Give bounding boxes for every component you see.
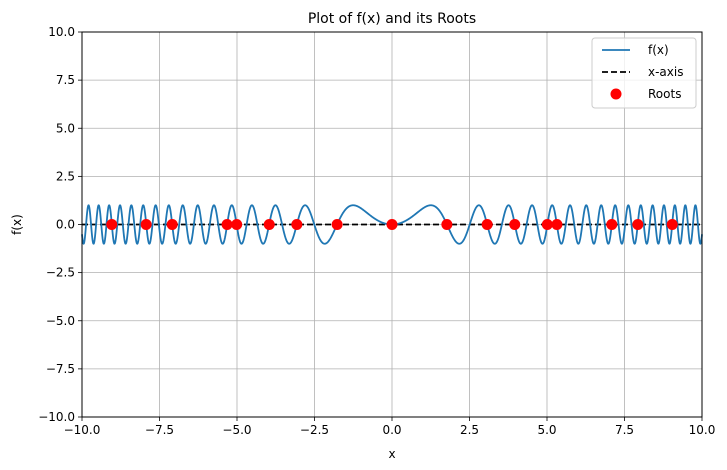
legend-label-curve: f(x) [648,43,669,57]
root-point [231,219,243,230]
x-tick-label: −2.5 [300,423,329,437]
legend-label-roots: Roots [648,87,681,101]
root-point [331,219,343,230]
root-point [441,219,453,230]
x-tick-label: 5.0 [537,423,556,437]
y-tick-label: −5.0 [46,314,75,328]
root-point [481,219,493,230]
y-axis-label: f(x) [10,214,24,235]
root-point [632,219,644,230]
y-tick-label: 10.0 [48,25,75,39]
y-tick-label: 2.5 [56,169,75,183]
x-tick-label: 0.0 [382,423,401,437]
chart-title: Plot of f(x) and its Roots [308,11,476,27]
root-point [509,219,521,230]
y-ticks: −10.0 −7.5 −5.0 −2.5 0.0 2.5 5.0 7.5 10.0 [38,25,82,424]
y-tick-label: −10.0 [38,410,75,424]
y-tick-label: −7.5 [46,362,75,376]
root-point [541,219,553,230]
x-tick-label: −5.0 [222,423,251,437]
x-tick-label: 2.5 [460,423,479,437]
x-tick-label: −7.5 [145,423,174,437]
x-axis-label: x [388,447,395,461]
root-point [221,219,233,230]
x-tick-label: −10.0 [64,423,101,437]
root-point [606,219,618,230]
y-tick-label: 5.0 [56,121,75,135]
legend-label-axis: x-axis [648,65,683,79]
x-ticks: −10.0 −7.5 −5.0 −2.5 0.0 2.5 5.0 7.5 10.0 [64,417,716,437]
x-tick-label: 7.5 [615,423,634,437]
y-tick-label: 7.5 [56,73,75,87]
root-point [166,219,178,230]
root-point [666,219,678,230]
root-point [263,219,275,230]
root-point [386,219,398,230]
x-tick-label: 10.0 [689,423,716,437]
roots-layer [106,219,678,230]
y-tick-label: −2.5 [46,266,75,280]
y-tick-label: 0.0 [56,218,75,232]
root-point [140,219,152,230]
root-point [551,219,563,230]
legend: f(x) x-axis Roots [591,37,697,109]
legend-roots-swatch [610,88,622,100]
root-point [291,219,303,230]
root-point [106,219,118,230]
